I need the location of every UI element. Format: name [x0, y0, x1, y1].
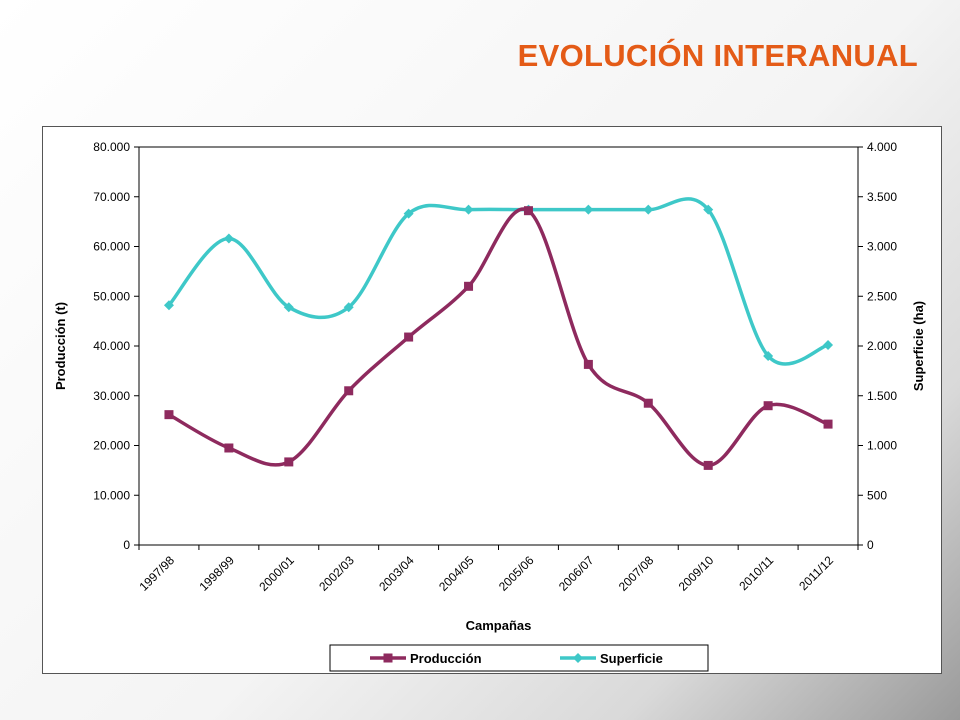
y-left-axis-title: Producción (t) [53, 302, 68, 390]
superficie-marker [703, 204, 714, 215]
slide-title: EVOLUCIÓN INTERANUAL [517, 38, 918, 73]
y-left-tick-label: 60.000 [93, 240, 130, 254]
y-right-tick-label: 2.000 [867, 339, 897, 353]
y-left-tick-label: 30.000 [93, 389, 130, 403]
produccion-series-line [168, 207, 829, 468]
y-right-tick-label: 1.000 [867, 439, 897, 453]
superficie-marker [823, 340, 834, 351]
produccion-marker [344, 386, 354, 396]
y-right-tick-label: 4.000 [867, 140, 897, 154]
x-axis-title: Campañas [466, 618, 532, 633]
y-right-tick-label: 3.500 [867, 190, 897, 204]
x-tick-label: 2005/06 [496, 553, 537, 594]
x-tick-label: 2003/04 [376, 553, 417, 594]
superficie-marker [403, 208, 414, 219]
produccion-marker [164, 410, 174, 420]
superficie-marker [223, 233, 234, 244]
superficie-marker [463, 204, 474, 215]
y-right-tick-label: 500 [867, 488, 887, 502]
chart-svg: 0 10.000 20.000 30.000 40.000 50.000 60.000 70.… [53, 140, 926, 672]
y-left-tick-label: 0 [123, 538, 130, 552]
produccion-marker [583, 359, 593, 369]
y-left-tick-label: 10.000 [93, 488, 130, 502]
y-right-tick-label: 0 [867, 538, 874, 552]
superficie-series-line [167, 197, 829, 366]
produccion-marker [643, 398, 653, 408]
produccion-marker [523, 206, 533, 216]
y-right-axis-title: Superficie (ha) [911, 301, 926, 391]
superficie-marker [343, 302, 354, 313]
produccion-marker [703, 460, 713, 470]
legend-produccion-swatch-marker [383, 653, 393, 663]
produccion-marker [823, 419, 833, 429]
x-tick-label: 2004/05 [436, 553, 477, 594]
y-left-tick-label: 80.000 [93, 140, 130, 154]
superficie-marker [763, 350, 774, 361]
superficie-marker [583, 204, 594, 215]
superficie-marker [283, 302, 294, 313]
legend-superficie-label: Superficie [600, 651, 663, 666]
chart-frame: 0 10.000 20.000 30.000 40.000 50.000 60.000 70.… [42, 126, 942, 674]
produccion-marker [464, 281, 474, 291]
x-tick-label: 2006/07 [556, 553, 597, 594]
produccion-marker [224, 443, 234, 453]
plot-area [138, 146, 859, 546]
y-left-tick-label: 50.000 [93, 289, 130, 303]
x-tick-label: 2000/01 [256, 553, 297, 594]
y-right-tick-label: 2.500 [867, 289, 897, 303]
x-tick-label: 1998/99 [196, 553, 237, 594]
x-tick-label: 2010/11 [736, 553, 776, 593]
y-left-tick-label: 40.000 [93, 339, 130, 353]
y-left-tick-label: 20.000 [93, 439, 130, 453]
legend-produccion-label: Producción [410, 651, 482, 666]
x-tick-label: 2009/10 [676, 553, 717, 594]
x-tick-label: 2011/12 [796, 553, 836, 593]
x-tick-label: 2007/08 [616, 553, 657, 594]
y-right-tick-label: 3.000 [867, 240, 897, 254]
x-tick-label: 1997/98 [136, 553, 177, 594]
y-left-tick-label: 70.000 [93, 190, 130, 204]
produccion-marker [763, 401, 773, 411]
legend-superficie-swatch-marker [573, 653, 583, 663]
superficie-marker [163, 300, 174, 311]
produccion-marker [404, 332, 414, 342]
y-right-tick-label: 1.500 [867, 389, 897, 403]
x-tick-label: 2002/03 [316, 553, 357, 594]
superficie-marker [643, 204, 654, 215]
produccion-marker [284, 457, 294, 467]
